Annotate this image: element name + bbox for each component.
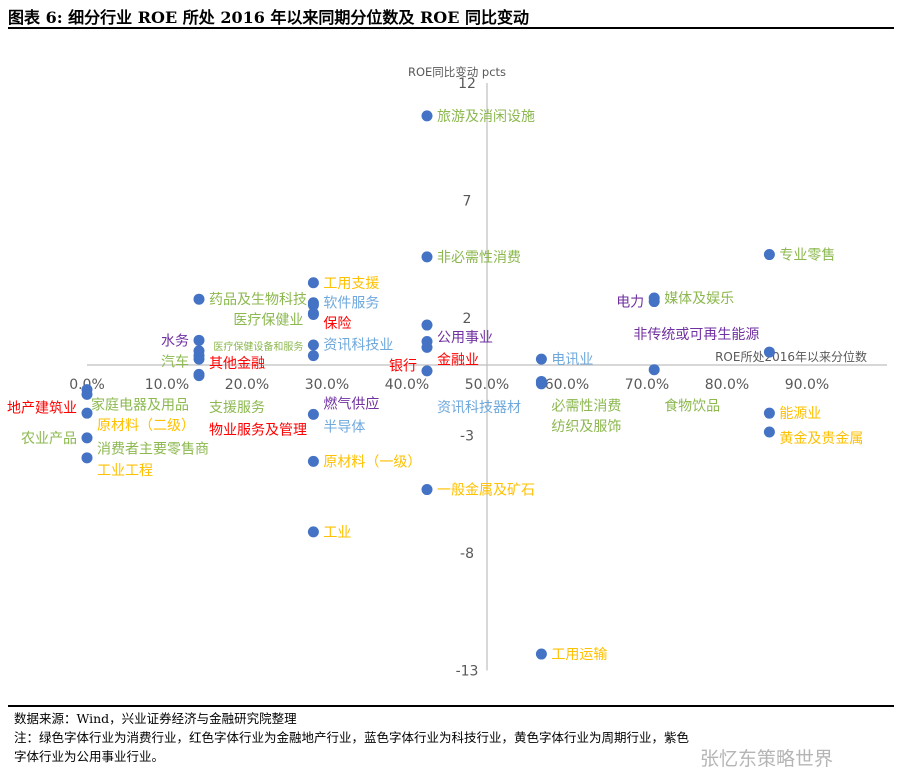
data-label: 半导体 xyxy=(323,419,365,435)
x-tick-label: 40.0% xyxy=(385,377,429,393)
data-point xyxy=(421,251,433,263)
data-label: 纺织及服饰 xyxy=(551,419,621,435)
data-point xyxy=(763,407,775,419)
data-label: 其他金融 xyxy=(209,356,265,372)
data-label: 非必需性消费 xyxy=(437,250,521,266)
y-tick-label: -3 xyxy=(460,429,474,445)
x-tick-label: 10.0% xyxy=(145,377,189,393)
note-text-1: 注：绿色字体行业为消费行业，红色字体行业为金融地产行业，蓝色字体行业为科技行业，… xyxy=(14,730,690,745)
data-label: 农业产品 xyxy=(21,431,77,447)
y-tick-label: 7 xyxy=(463,194,472,210)
data-label: 医疗保健设备和服务 xyxy=(213,340,303,353)
x-tick-label: 50.0% xyxy=(465,377,509,393)
data-point xyxy=(648,364,660,376)
data-label: 原材料（二级） xyxy=(97,418,195,434)
data-point xyxy=(535,353,547,365)
data-label: 原材料（一级） xyxy=(323,454,421,470)
data-label: 工用运输 xyxy=(551,647,607,663)
data-label: 黄金及贵金属 xyxy=(779,430,863,447)
data-label: 汽车 xyxy=(161,354,189,371)
data-point xyxy=(307,350,319,362)
data-label: 非传统或可再生能源 xyxy=(633,327,759,343)
data-point xyxy=(421,484,433,496)
data-label: 银行 xyxy=(389,358,417,374)
data-label: 消费者主要零售商 xyxy=(97,441,209,457)
data-point xyxy=(81,452,93,464)
data-label: 公用事业 xyxy=(437,330,493,346)
data-label: 燃气供应 xyxy=(323,396,379,413)
data-point xyxy=(763,249,775,261)
data-label: 电讯业 xyxy=(551,352,593,368)
data-point xyxy=(81,407,93,419)
data-label: 能源业 xyxy=(779,406,821,422)
data-point xyxy=(307,408,319,420)
data-label: 专业零售 xyxy=(779,248,835,264)
watermark: 张忆东策略世界 xyxy=(700,748,834,770)
note-text-2: 字体行业为公用事业行业。 xyxy=(14,749,165,764)
data-point xyxy=(307,339,319,351)
x-tick-label: 90.0% xyxy=(785,377,829,393)
data-label: 软件服务 xyxy=(323,296,379,312)
y-tick-label: 2 xyxy=(463,311,472,327)
data-point xyxy=(421,110,433,122)
data-point xyxy=(421,319,433,331)
data-label: 金融业 xyxy=(437,353,479,369)
data-point xyxy=(193,353,205,365)
data-label: 资讯科技器材 xyxy=(437,400,521,416)
x-tick-label: 80.0% xyxy=(705,377,749,393)
data-label: 旅游及消闲设施 xyxy=(437,109,535,125)
footer-rule xyxy=(8,705,894,707)
data-label: 药品及生物科技 xyxy=(209,292,307,308)
x-tick-label: 30.0% xyxy=(305,377,349,393)
data-label: 资讯科技业 xyxy=(323,337,393,353)
data-label: 媒体及娱乐 xyxy=(664,291,734,307)
data-label: 电力 xyxy=(616,295,644,311)
data-point xyxy=(535,378,547,390)
data-point xyxy=(648,296,660,308)
data-point xyxy=(193,293,205,305)
data-point xyxy=(193,334,205,346)
data-label: 必需性消费 xyxy=(551,398,621,414)
x-tick-label: 70.0% xyxy=(625,377,669,393)
data-label: 一般金属及矿石 xyxy=(437,483,535,499)
data-point xyxy=(421,341,433,353)
y-tick-label: -13 xyxy=(456,664,479,680)
figure-title: 图表 6: 细分行业 ROE 所处 2016 年以来同期分位数及 ROE 同比变… xyxy=(8,8,529,27)
x-tick-label: 60.0% xyxy=(545,377,589,393)
data-point xyxy=(307,308,319,320)
data-label: 保险 xyxy=(323,316,351,332)
data-label: 工业 xyxy=(323,525,351,541)
data-label: 支援服务 xyxy=(209,400,265,416)
x-tick-label: 20.0% xyxy=(225,377,269,393)
data-point xyxy=(307,455,319,467)
data-point xyxy=(763,426,775,438)
data-point xyxy=(193,370,205,382)
data-point xyxy=(535,648,547,660)
data-label: 地产建筑业 xyxy=(7,401,77,417)
data-point xyxy=(307,277,319,289)
data-point xyxy=(421,365,433,377)
data-point xyxy=(81,432,93,444)
data-label: 医疗保健业 xyxy=(233,312,303,328)
x-axis-title: ROE所处2016年以来分位数 xyxy=(715,349,867,364)
data-label: 水务 xyxy=(161,333,189,349)
source-text: 数据来源：Wind，兴业证券经济与金融研究院整理 xyxy=(14,711,297,726)
y-tick-label: 12 xyxy=(458,76,476,92)
data-point xyxy=(307,526,319,538)
y-axis-title: ROE同比变动 pcts xyxy=(408,65,506,79)
data-point xyxy=(307,299,319,311)
title-rule xyxy=(8,27,894,29)
y-tick-label: -8 xyxy=(460,546,474,562)
data-label: 家庭电器及用品 xyxy=(91,396,189,413)
scatter-chart: 0.0%10.0%20.0%30.0%40.0%50.0%60.0%70.0%8… xyxy=(7,65,887,680)
data-point xyxy=(763,346,775,358)
data-label: 物业服务及管理 xyxy=(209,423,307,439)
data-label: 食物饮品 xyxy=(664,398,720,415)
data-label: 工用支援 xyxy=(323,276,379,292)
data-label: 工业工程 xyxy=(97,463,153,479)
data-point xyxy=(81,388,93,400)
